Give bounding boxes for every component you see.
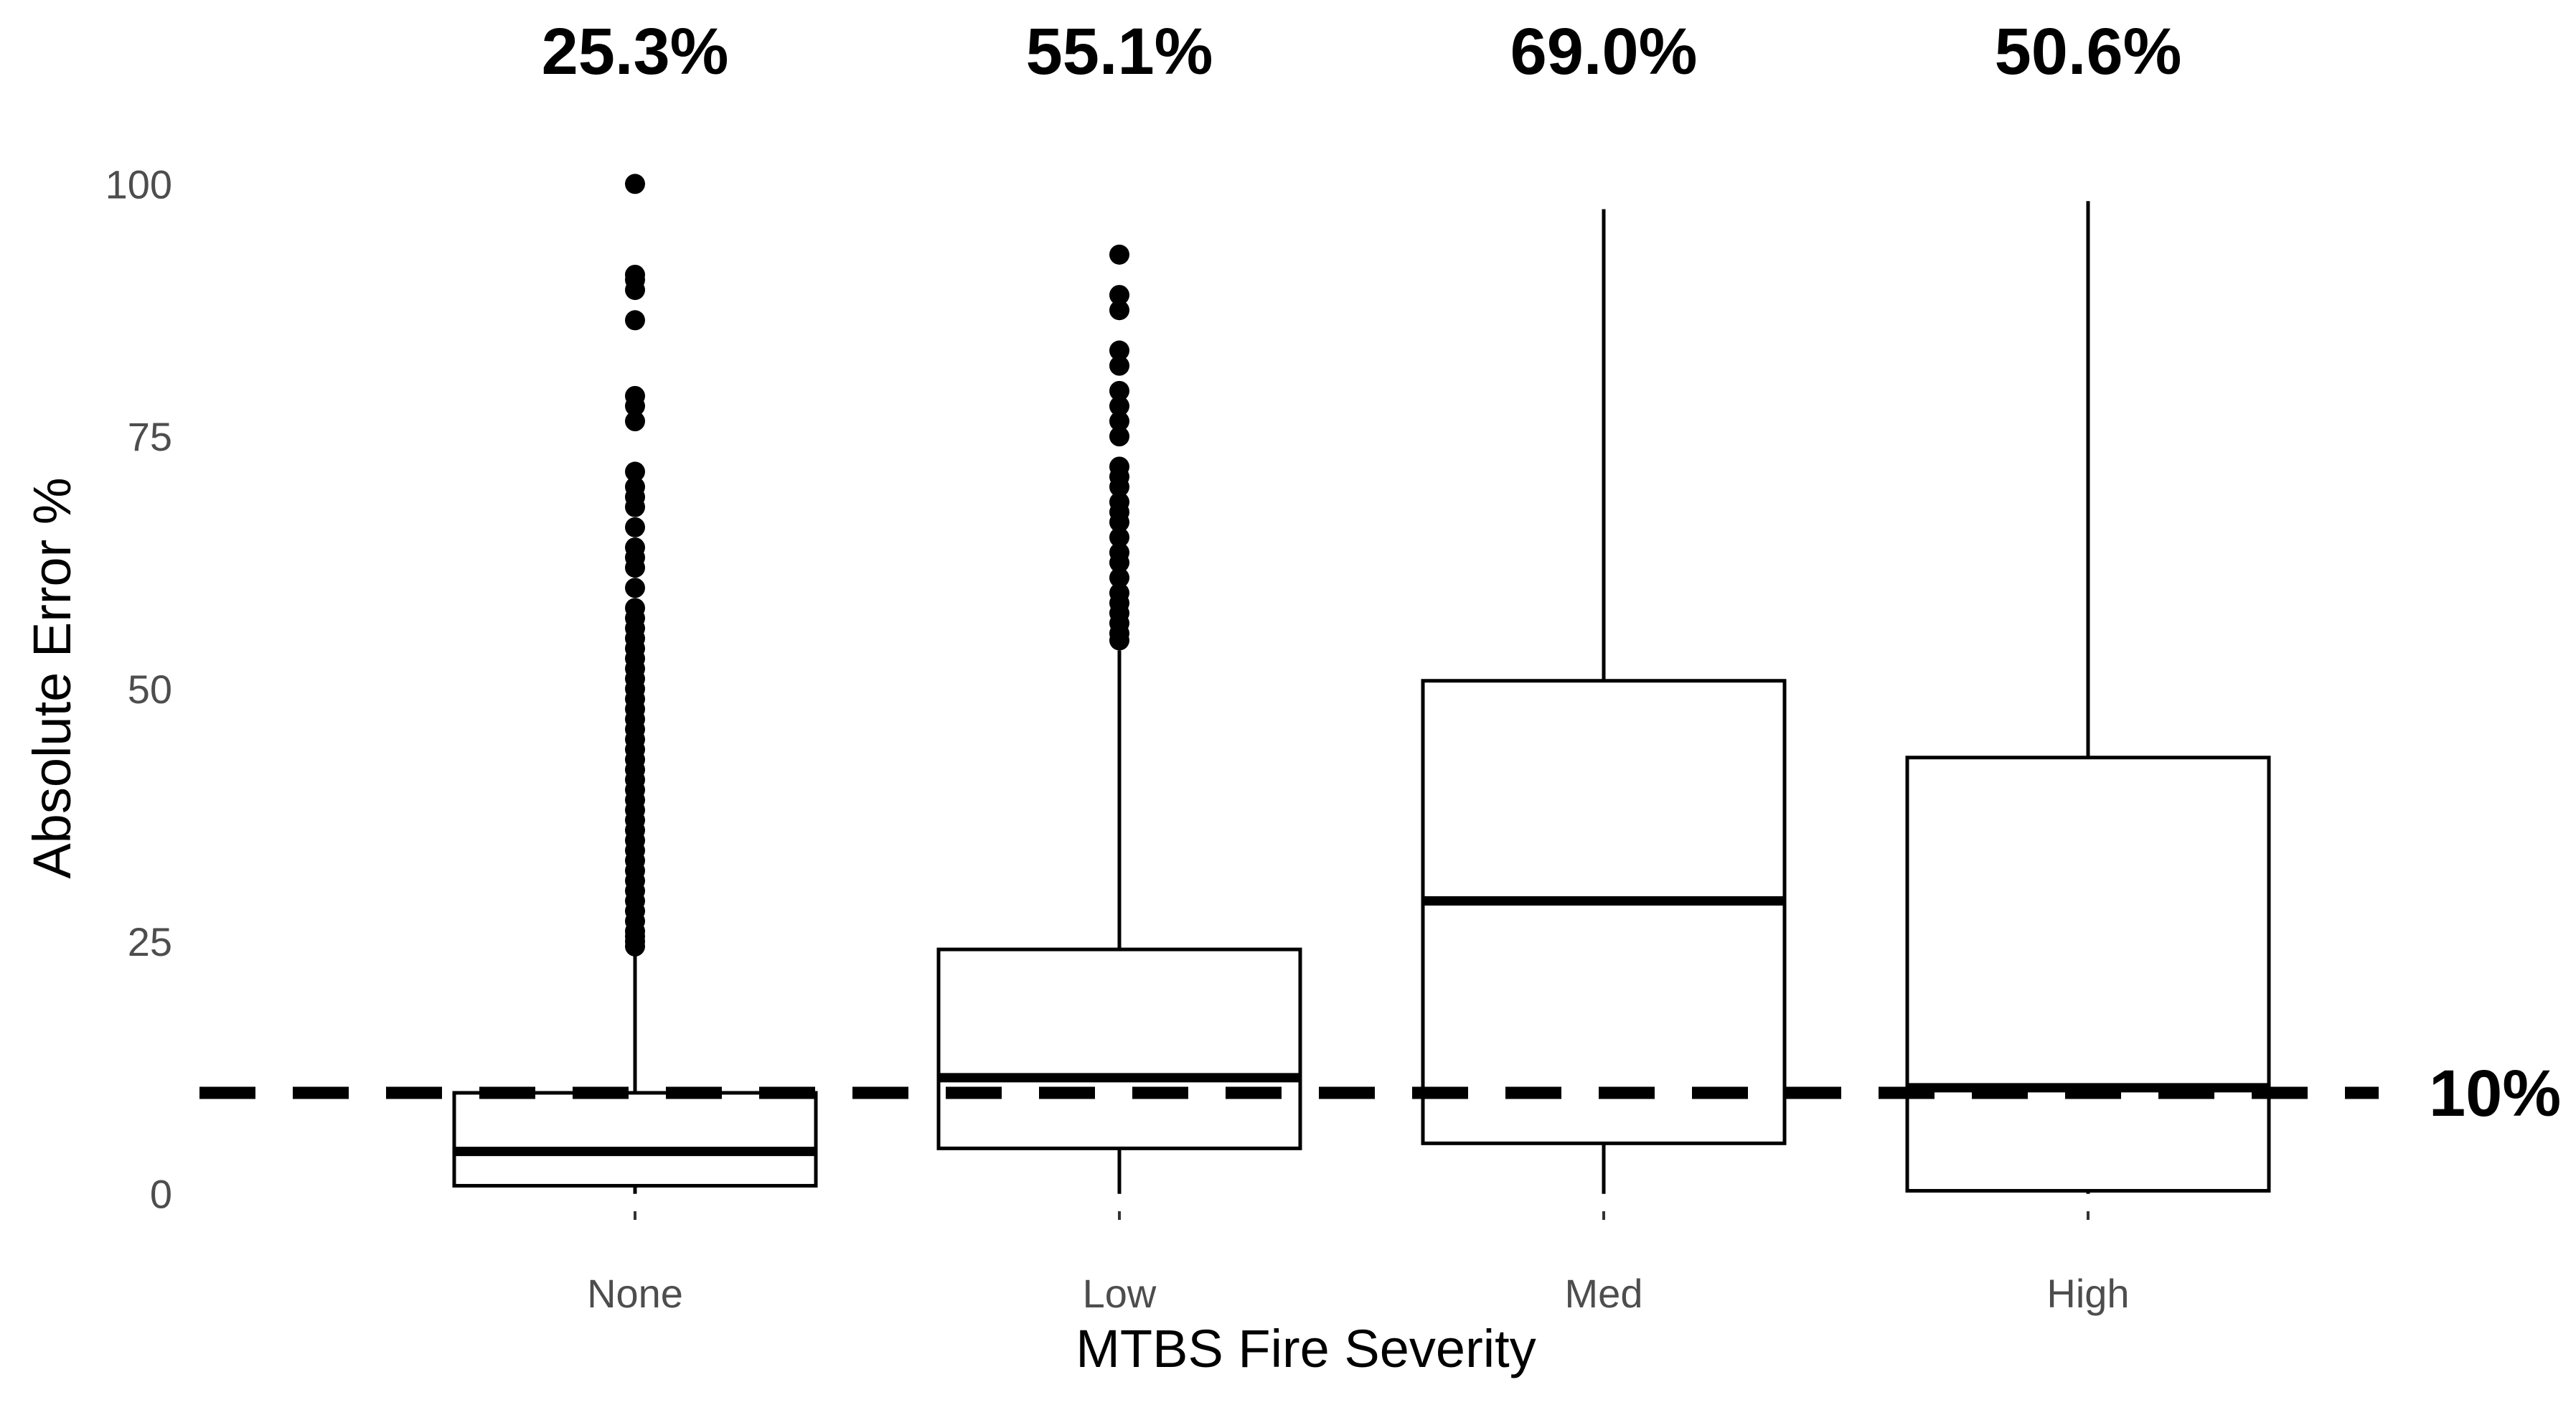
- y-tick-label: 25: [128, 919, 172, 964]
- outlier-point: [1109, 340, 1129, 361]
- percent-label: 69.0%: [1510, 15, 1698, 88]
- iqr-box: [452, 1091, 818, 1188]
- outlier-point: [1109, 395, 1129, 416]
- x-tick-label: None: [587, 1271, 683, 1316]
- x-tick-label: Med: [1565, 1271, 1643, 1316]
- outlier-point: [1109, 380, 1129, 401]
- percent-label: 55.1%: [1026, 15, 1213, 88]
- y-tick-label: 100: [105, 161, 172, 207]
- outlier-point: [1109, 583, 1129, 603]
- outlier-point: [1109, 300, 1129, 321]
- outlier-point: [625, 174, 645, 194]
- iqr-box: [1905, 756, 2271, 1193]
- y-tick-label: 75: [128, 414, 172, 459]
- outlier-point: [625, 476, 645, 497]
- boxes-layer: None 25.3% Low 55.1% Med 69.0% High 50.6%: [452, 15, 2271, 1316]
- iqr-box: [936, 947, 1302, 1150]
- y-tick-label: 50: [128, 667, 172, 712]
- iqr-box: [1421, 679, 1787, 1145]
- outlier-point: [1109, 244, 1129, 265]
- outlier-point: [625, 264, 645, 285]
- outlier-point: [1109, 456, 1129, 477]
- outlier-point: [625, 461, 645, 482]
- x-axis-title: MTBS Fire Severity: [1076, 1319, 1536, 1378]
- box-low: Low 55.1%: [936, 15, 1302, 1316]
- box-high: High 50.6%: [1905, 15, 2271, 1316]
- outlier-point: [625, 598, 645, 619]
- outlier-point: [1109, 492, 1129, 512]
- axes-layer: Absolute Error % MTBS Fire Severity 0 25 5…: [22, 161, 1536, 1378]
- outlier-point: [1109, 568, 1129, 588]
- y-axis-title: Absolute Error %: [22, 477, 82, 878]
- outlier-point: [625, 411, 645, 432]
- x-tick-label: Low: [1083, 1271, 1157, 1316]
- percent-label: 50.6%: [1995, 15, 2182, 88]
- outlier-point: [1109, 426, 1129, 447]
- box-none: None 25.3%: [452, 15, 818, 1316]
- outlier-point: [625, 517, 645, 537]
- outlier-point: [1109, 411, 1129, 432]
- outlier-point: [625, 578, 645, 598]
- outlier-point: [1109, 527, 1129, 548]
- reference-line-label: 10%: [2429, 1057, 2561, 1130]
- outlier-point: [625, 537, 645, 558]
- box-med: Med 69.0%: [1421, 15, 1787, 1316]
- outlier-point: [625, 310, 645, 331]
- outlier-point: [625, 385, 645, 406]
- y-tick-label: 0: [150, 1172, 172, 1217]
- percent-label: 25.3%: [542, 15, 729, 88]
- outlier-point: [1109, 542, 1129, 563]
- outlier-point: [1109, 355, 1129, 376]
- x-tick-label: High: [2046, 1271, 2129, 1316]
- outlier-point: [1109, 285, 1129, 306]
